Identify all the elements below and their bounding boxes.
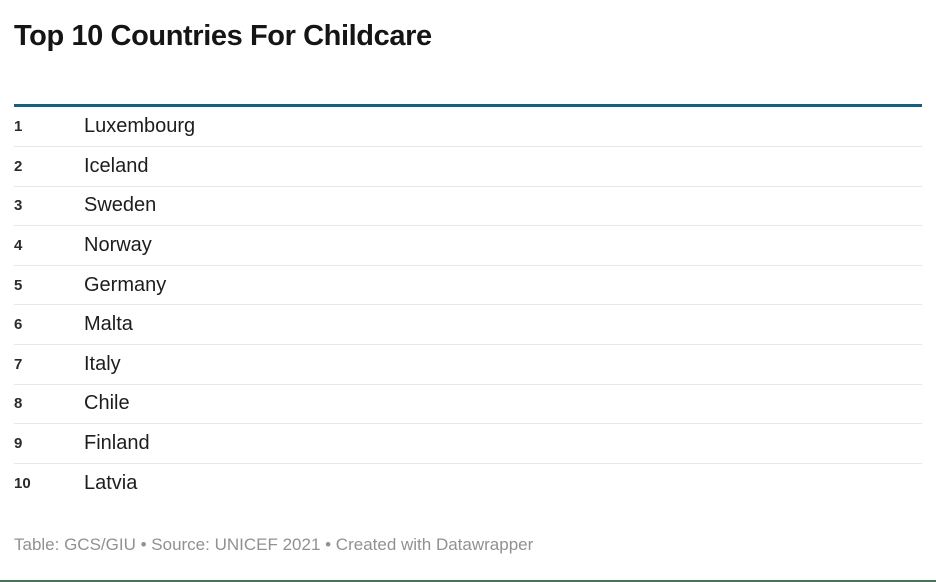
table-row: 6 Malta (14, 304, 922, 346)
rank-cell: 1 (14, 107, 84, 148)
chart-header: Top 10 Countries For Childcare (0, 0, 936, 54)
table-row: 10 Latvia (14, 463, 922, 503)
table-row: 4 Norway (14, 225, 922, 266)
country-cell: Germany (84, 265, 922, 306)
rank-cell: 4 (14, 225, 84, 266)
country-cell: Italy (84, 344, 922, 385)
rank-cell: 8 (14, 384, 84, 425)
country-cell: Malta (84, 304, 922, 346)
source-attribution: Table: GCS/GIU • Source: UNICEF 2021 • C… (14, 534, 534, 554)
rank-cell: 9 (14, 423, 84, 464)
rank-cell: 5 (14, 265, 84, 306)
rank-cell: 7 (14, 344, 84, 385)
country-cell: Latvia (84, 471, 138, 494)
table-row: 9 Finland (14, 423, 922, 464)
country-cell: Finland (84, 423, 922, 464)
page-title: Top 10 Countries For Childcare (14, 20, 432, 52)
ranking-table: 1 Luxembourg 2 Iceland 3 Sweden 4 Norway 5 German… (14, 107, 922, 503)
table-row: 2 Iceland (14, 146, 922, 187)
table-row: 5 Germany (14, 265, 922, 306)
table-row: 7 Italy (14, 344, 922, 385)
rank-cell: 3 (14, 186, 84, 227)
table-row: 3 Sweden (14, 186, 922, 227)
country-cell: Chile (84, 384, 922, 425)
table-row: 8 Chile (14, 384, 922, 425)
rank-cell: 6 (14, 304, 84, 346)
country-cell: Norway (84, 225, 922, 266)
rank-cell: 2 (14, 146, 84, 187)
country-cell: Luxembourg (84, 107, 922, 148)
bottom-border-line (0, 580, 936, 582)
rank-cell: 10 (14, 474, 31, 492)
country-cell: Iceland (84, 146, 922, 187)
country-cell: Sweden (84, 186, 922, 227)
table-row: 1 Luxembourg (14, 107, 922, 148)
ranking-table-container: 1 Luxembourg 2 Iceland 3 Sweden 4 Norway 5 German… (14, 104, 922, 503)
